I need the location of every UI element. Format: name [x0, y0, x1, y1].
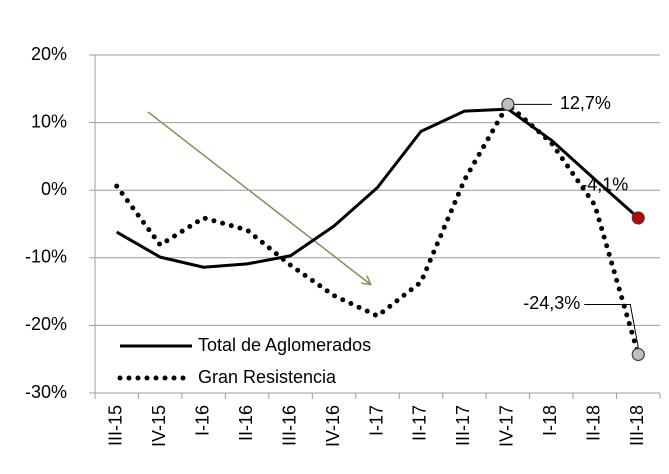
data-label: 12,7% — [560, 93, 611, 113]
legend-label: Total de Aglomerados — [198, 335, 371, 355]
y-tick-label: -30% — [25, 382, 67, 402]
x-tick-label: I-16 — [192, 405, 212, 436]
x-tick-label: II-18 — [584, 405, 604, 441]
legend-label: Gran Resistencia — [198, 367, 337, 387]
x-tick-label: I-18 — [540, 405, 560, 436]
x-tick-label: IV-15 — [149, 405, 169, 447]
x-tick-label: I-17 — [366, 405, 386, 436]
y-tick-label: -20% — [25, 314, 67, 334]
y-tick-label: 20% — [31, 44, 67, 64]
trend-arrow — [147, 111, 370, 284]
data-label: -24,3% — [523, 293, 580, 313]
label-leader — [584, 303, 639, 348]
y-tick-label: 10% — [31, 111, 67, 131]
y-tick-label: 0% — [41, 179, 67, 199]
series-line — [115, 107, 640, 269]
point-marker — [501, 97, 515, 111]
x-tick-label: III-15 — [105, 405, 125, 446]
x-tick-label: III-16 — [279, 405, 299, 446]
x-tick-label: IV-17 — [497, 405, 517, 447]
x-tick-label: II-17 — [410, 405, 430, 441]
point-marker — [631, 347, 645, 362]
point-marker — [631, 211, 645, 225]
y-tick-label: -10% — [25, 247, 67, 267]
data-label: -4,1% — [581, 175, 628, 195]
series-line — [114, 100, 641, 357]
x-tick-label: III-18 — [627, 405, 647, 446]
x-tick-label: IV-16 — [323, 405, 343, 447]
x-tick-label: III-17 — [453, 405, 473, 446]
x-tick-label: II-16 — [236, 405, 256, 441]
